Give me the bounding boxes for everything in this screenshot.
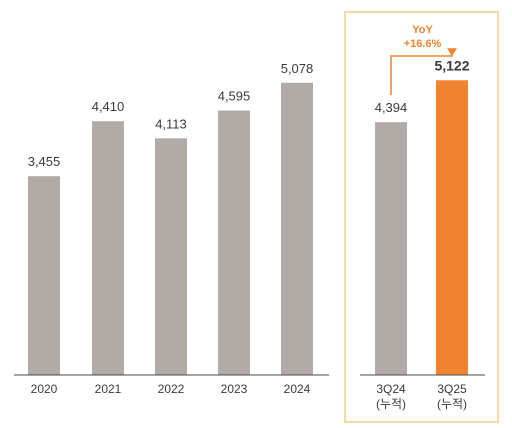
x-tick-label-4: 2024	[284, 382, 311, 396]
value-label-5: 4,394	[375, 100, 408, 115]
x-tick-label-3: 2023	[221, 382, 248, 396]
bar-6	[436, 80, 468, 376]
value-label-0: 3,455	[28, 154, 61, 169]
value-label-6: 5,122	[434, 57, 469, 73]
value-label-1: 4,410	[92, 99, 125, 114]
bar-0	[28, 176, 60, 375]
x-tick-label-5: 3Q24 (누적)	[376, 382, 406, 411]
highlight-box	[344, 11, 499, 423]
yoy-label: YoY	[412, 24, 433, 36]
bar-2	[155, 138, 187, 375]
bar-1	[92, 121, 124, 375]
yoy-value: +16.6%	[404, 38, 442, 50]
yoy-arrowhead	[447, 48, 457, 57]
x-tick-label-2: 2022	[158, 382, 185, 396]
value-label-4: 5,078	[281, 61, 314, 76]
value-label-2: 4,113	[155, 116, 187, 131]
value-label-3: 4,595	[218, 89, 251, 104]
x-tick-label-1: 2021	[95, 382, 122, 396]
bar-4	[281, 82, 313, 375]
x-tick-label-6: 3Q25 (누적)	[437, 382, 467, 411]
bar-3	[218, 110, 250, 375]
x-tick-label-0: 2020	[31, 382, 58, 396]
bar-5	[375, 122, 407, 375]
